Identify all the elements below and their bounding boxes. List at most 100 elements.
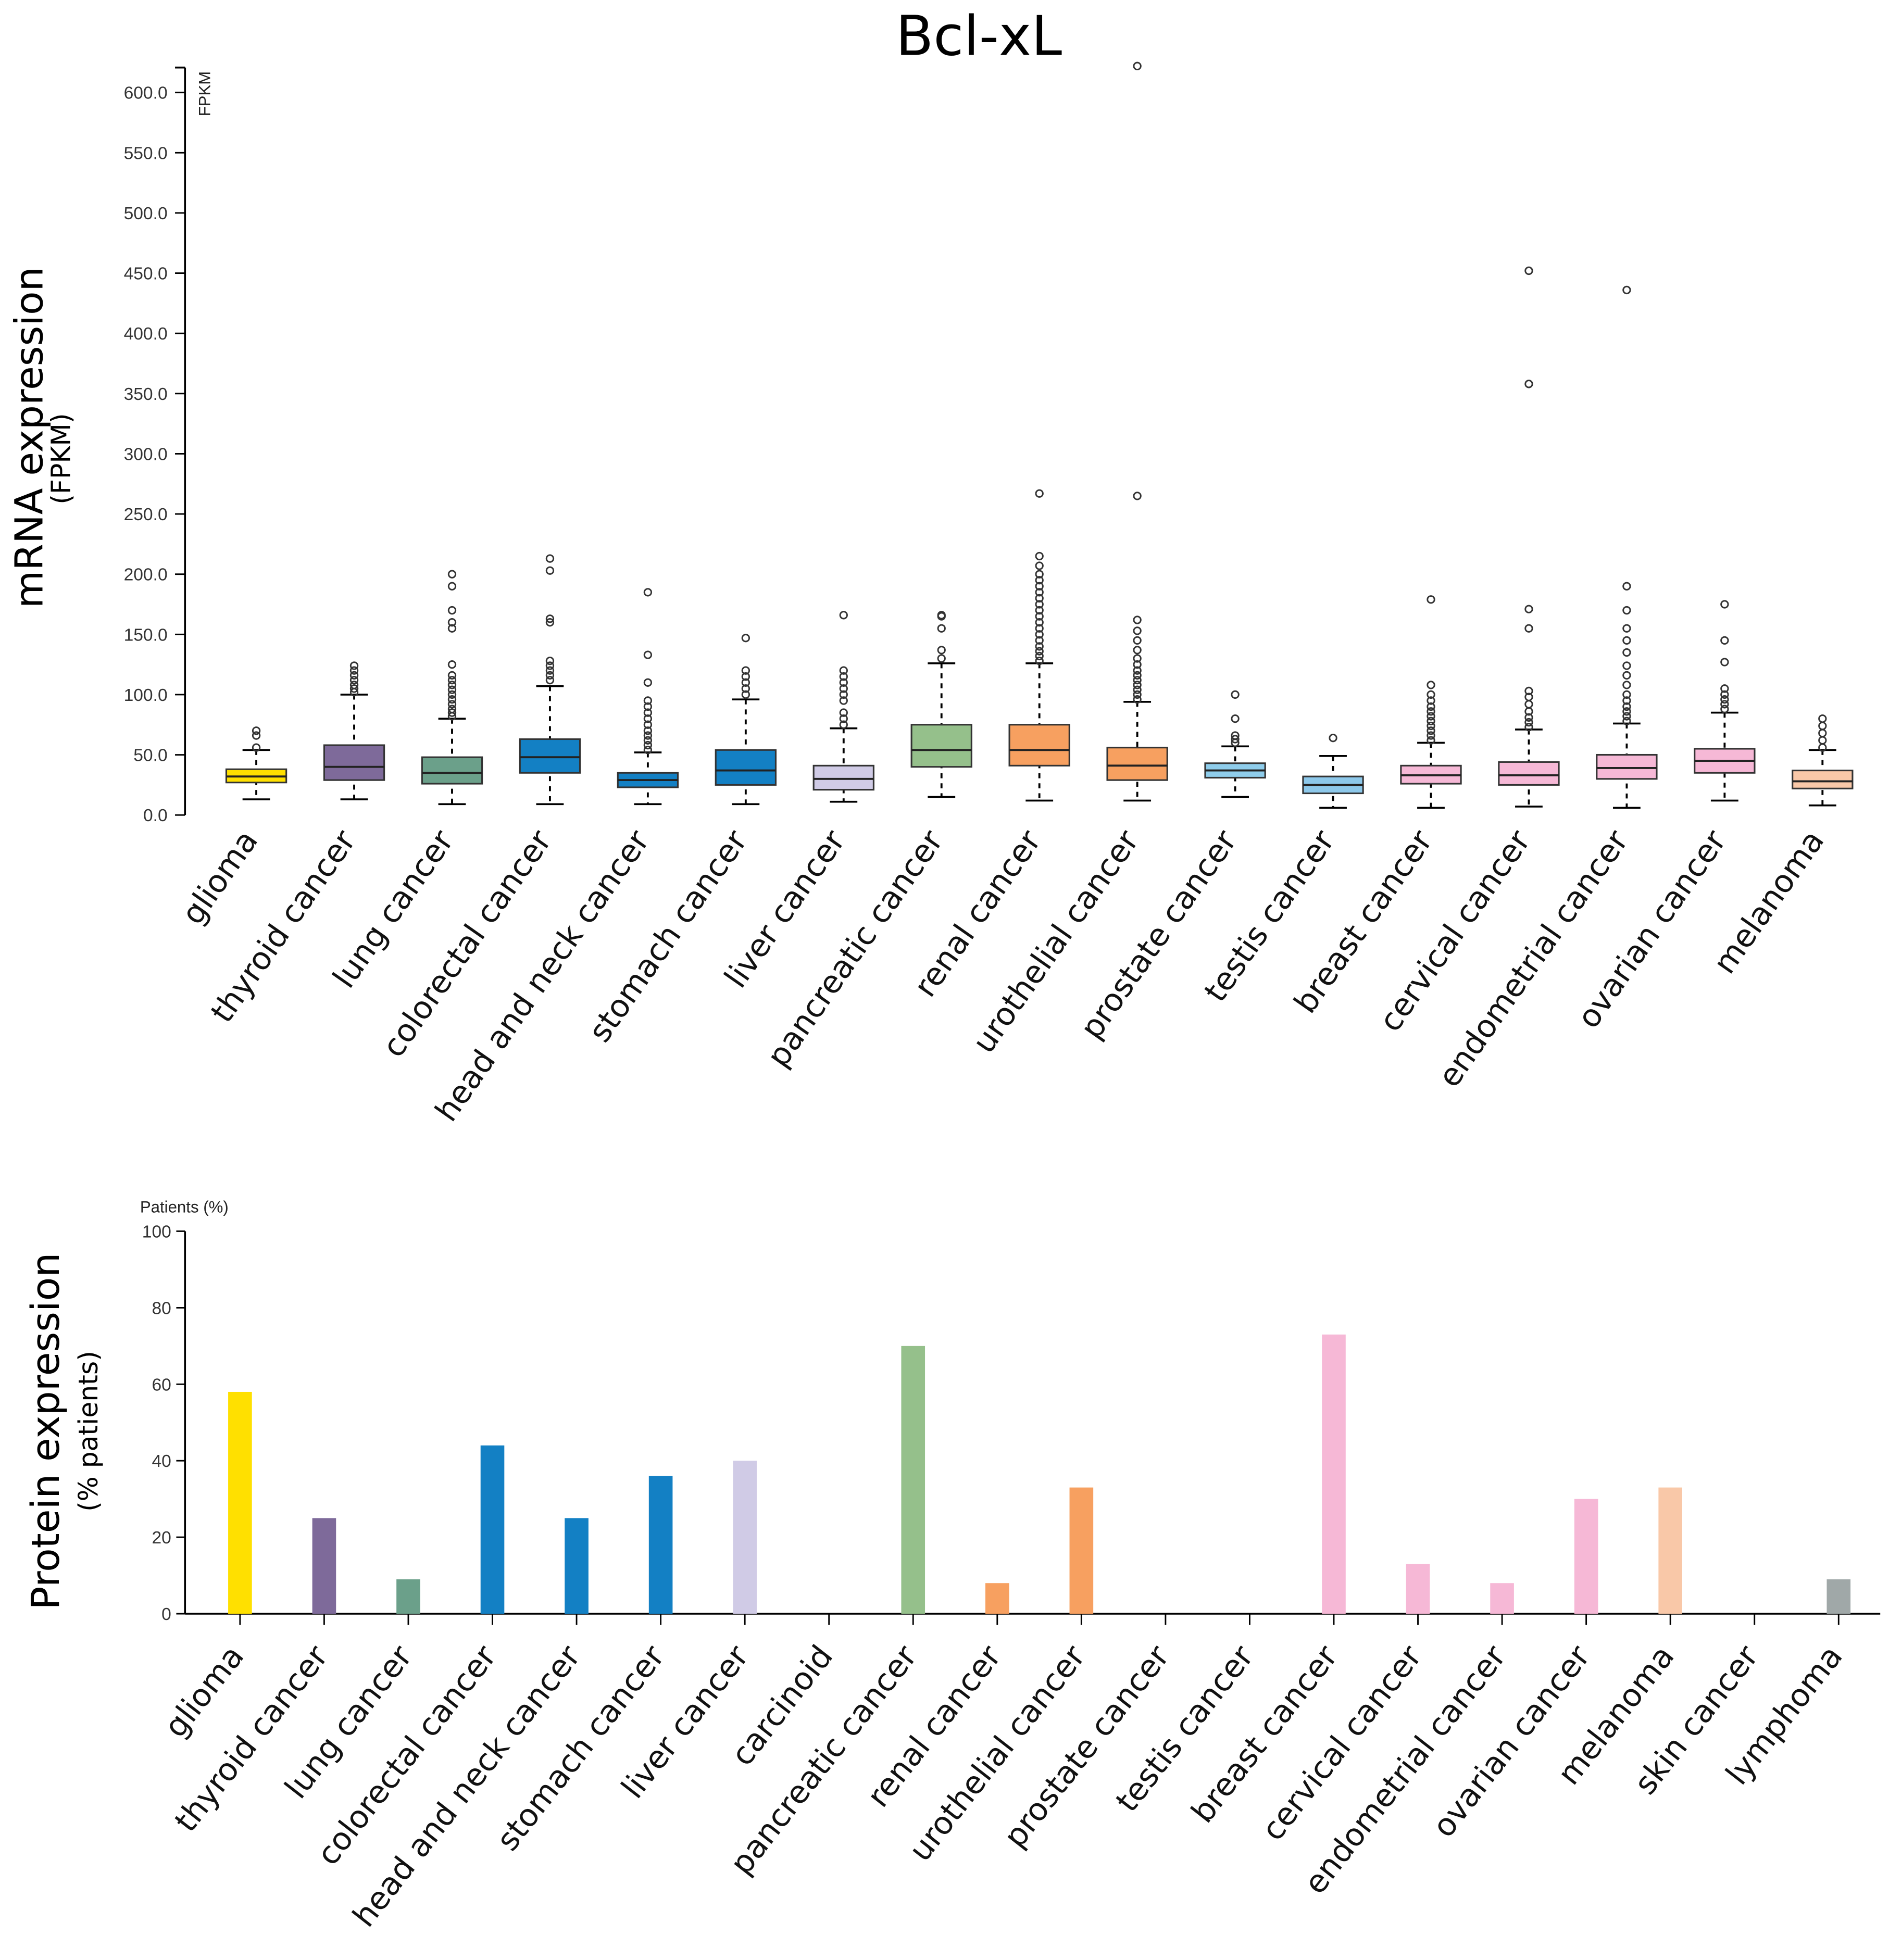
outlier-point: [643, 708, 653, 717]
outlier-point: [741, 684, 750, 693]
bar-breast-cancer: [1322, 1334, 1346, 1614]
outlier-point: [1524, 624, 1533, 633]
outlier-point: [1427, 595, 1435, 604]
outlier-point: [1622, 582, 1631, 590]
outlier-point: [447, 624, 457, 633]
outlier-point: [1427, 707, 1435, 716]
outlier-point: [349, 661, 359, 670]
outlier-point: [1427, 726, 1435, 735]
outlier-point: [643, 696, 653, 705]
outlier-point: [1622, 606, 1631, 615]
bar-melanoma: [1658, 1487, 1682, 1614]
outlier-point: [1622, 681, 1631, 689]
outlier-point: [839, 708, 848, 717]
outlier-point: [741, 666, 750, 675]
outlier-point: [1133, 636, 1142, 645]
outlier-point: [447, 690, 457, 699]
outlier-point: [1524, 713, 1533, 722]
outlier-point: [643, 702, 653, 711]
outlier-point: [839, 666, 848, 675]
x-tick-label: urothelial cancer: [966, 823, 1146, 1060]
outlier-point: [1427, 731, 1435, 740]
box-endometrial-cancer: [1596, 753, 1658, 780]
x-tick-label: breast cancer: [1184, 1638, 1345, 1829]
y-tick-label: 200.0: [124, 566, 168, 585]
outlier-point: [447, 705, 457, 713]
outlier-point: [252, 743, 261, 752]
outlier-point: [545, 661, 555, 670]
outlier-point: [1427, 681, 1435, 689]
outlier-point: [545, 618, 555, 627]
outlier-point: [545, 566, 555, 575]
outlier-point: [1720, 636, 1729, 645]
bar-glioma: [228, 1391, 252, 1614]
outlier-point: [1035, 551, 1044, 561]
outlier-point: [1231, 735, 1240, 744]
bar-lung-cancer: [396, 1579, 420, 1614]
outlier-point: [1035, 561, 1044, 570]
outlier-point: [1524, 686, 1533, 696]
outlier-point: [1818, 714, 1827, 723]
outlier-point: [643, 731, 653, 740]
y-tick-label: 250.0: [124, 505, 168, 524]
outlier-point: [545, 614, 555, 623]
y-tick-label: 150.0: [124, 625, 168, 645]
outlier-point: [1622, 690, 1631, 699]
outlier-point: [1133, 646, 1142, 655]
x-tick-label: glioma: [174, 824, 265, 932]
bar-y-axis-subtitle: (% patients): [73, 1351, 104, 1512]
outlier-point: [1133, 660, 1142, 669]
outlier-point: [545, 657, 555, 665]
outlier-point: [1035, 624, 1044, 633]
outlier-point: [643, 714, 653, 723]
bar-pancreatic-cancer: [901, 1346, 925, 1614]
outlier-point: [1133, 671, 1142, 680]
outlier-point: [447, 618, 457, 627]
outlier-point: [1035, 651, 1044, 661]
box-melanoma: [1792, 770, 1854, 789]
outlier-point: [937, 611, 946, 620]
x-tick-label: pancreatic cancer: [760, 823, 950, 1074]
outlier-point: [1818, 721, 1827, 731]
bar-cervical-cancer: [1406, 1564, 1430, 1614]
outlier-point: [349, 666, 359, 675]
outlier-point: [447, 660, 457, 669]
bar-head-and-neck-cancer: [565, 1518, 589, 1614]
outlier-point: [1133, 695, 1142, 704]
y-tick-label: 400.0: [124, 324, 168, 344]
outlier-point: [1427, 712, 1435, 721]
bar-renal-cancer: [985, 1583, 1009, 1614]
outlier-point: [1035, 606, 1044, 615]
y-tick-label: 20: [152, 1528, 171, 1548]
outlier-point: [643, 720, 653, 729]
outlier-point: [545, 554, 555, 563]
outlier-point: [1133, 675, 1142, 685]
outlier-point: [1622, 707, 1631, 716]
y-tick-label: 0: [161, 1605, 171, 1624]
outlier-point: [1622, 696, 1631, 705]
outlier-point: [839, 611, 848, 620]
outlier-point: [1133, 61, 1142, 71]
outlier-point: [1622, 624, 1631, 633]
outlier-point: [447, 700, 457, 709]
outlier-point: [1035, 594, 1044, 603]
outlier-point: [1524, 266, 1533, 275]
outlier-point: [349, 684, 359, 693]
outlier-point: [1524, 380, 1533, 388]
outlier-point: [1524, 700, 1533, 709]
outlier-point: [1035, 618, 1044, 627]
outlier-point: [545, 675, 555, 685]
outlier-point: [1035, 630, 1044, 639]
outlier-point: [1622, 671, 1631, 680]
box-chart-ylabel: mRNA expression: [7, 267, 52, 608]
outlier-point: [349, 675, 359, 685]
outlier-point: [1231, 731, 1240, 740]
outlier-point: [1035, 576, 1044, 585]
bar-thyroid-cancer: [312, 1518, 336, 1614]
bar-lymphoma: [1827, 1579, 1851, 1614]
outlier-point: [643, 650, 653, 659]
outlier-point: [937, 646, 946, 655]
outlier-point: [643, 740, 653, 750]
outlier-point: [1622, 712, 1631, 721]
outlier-point: [447, 708, 457, 717]
